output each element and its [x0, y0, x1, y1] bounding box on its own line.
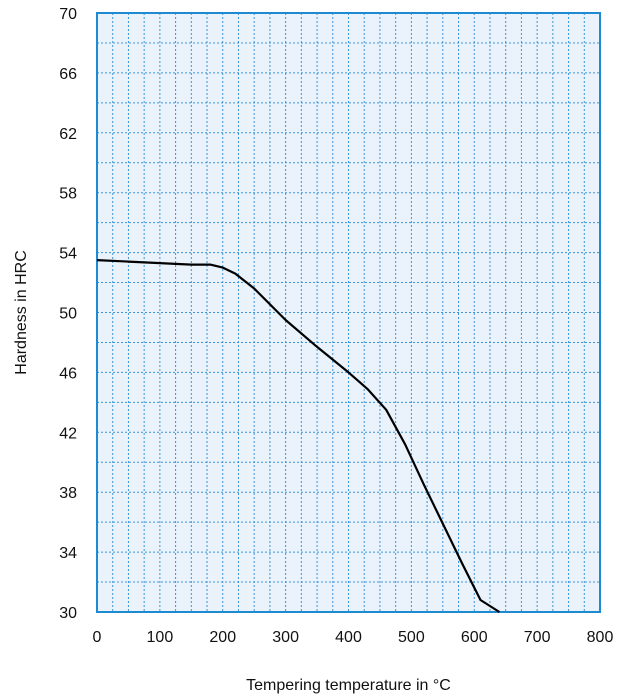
y-tick-label: 50 — [59, 306, 77, 323]
x-tick-label: 400 — [335, 629, 362, 646]
plot-area — [97, 13, 600, 612]
x-tick-label: 300 — [272, 629, 299, 646]
x-tick-label: 100 — [147, 629, 174, 646]
x-tick-label: 600 — [461, 629, 488, 646]
y-tick-label: 46 — [59, 365, 77, 382]
x-tick-label: 500 — [398, 629, 425, 646]
y-axis-title: Hardness in HRC — [13, 250, 30, 374]
x-tick-label: 700 — [524, 629, 551, 646]
x-axis-title: Tempering temperature in °C — [246, 677, 451, 694]
x-tick-label: 0 — [93, 629, 102, 646]
hardness-curve — [96, 259, 500, 613]
y-tick-label: 66 — [59, 66, 77, 83]
x-tick-label: 800 — [587, 629, 614, 646]
tick-labels: 0 100 200 300 400 500 600 700 800 30 34 38 42 46 50 54 5… — [59, 6, 613, 646]
plot-frame — [96, 12, 601, 613]
y-tick-label: 62 — [59, 126, 77, 143]
y-tick-label: 30 — [59, 605, 77, 622]
y-tick-label: 70 — [59, 6, 77, 23]
y-tick-label: 42 — [59, 425, 77, 442]
y-tick-label: 34 — [59, 545, 77, 562]
x-tick-label: 200 — [209, 629, 236, 646]
y-tick-label: 58 — [59, 186, 77, 203]
y-tick-label: 38 — [59, 485, 77, 502]
y-tick-label: 54 — [59, 246, 77, 263]
